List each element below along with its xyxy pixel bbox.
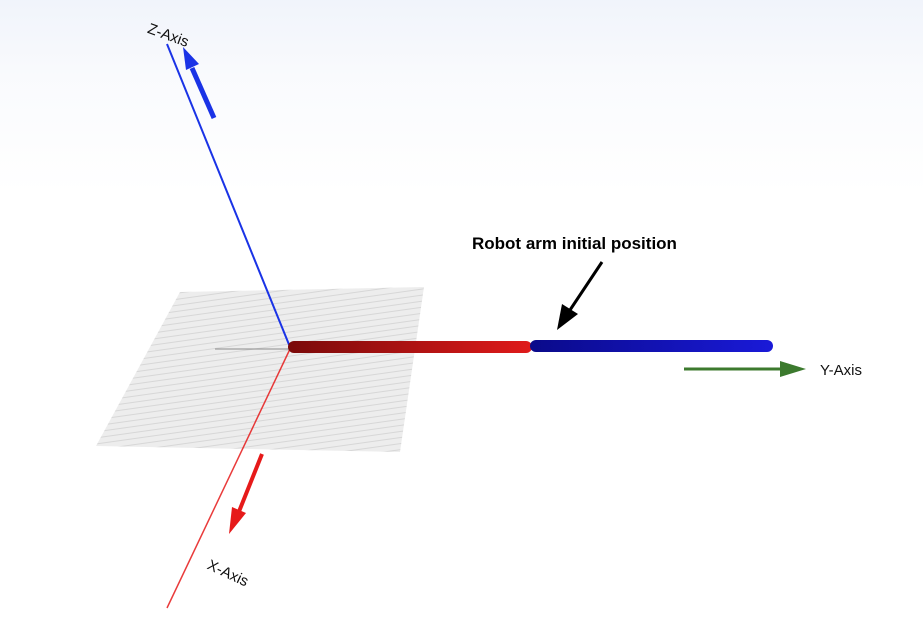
robot-arm[interactable] <box>288 340 773 353</box>
robot-arm-segment-blue[interactable] <box>530 340 773 352</box>
y-axis-arrow-icon <box>684 361 806 377</box>
y-axis-label: Y-Axis <box>820 362 862 379</box>
z-axis-line <box>166 43 291 348</box>
annotation-label: Robot arm initial position <box>472 234 677 253</box>
z-axis-arrow-icon <box>183 47 217 120</box>
annotation-arrow-icon <box>557 261 604 330</box>
x-axis-line <box>166 348 291 609</box>
base-plate <box>96 287 424 452</box>
x-axis-arrow-icon <box>229 453 264 534</box>
robot-arm-segment-red[interactable] <box>288 341 532 353</box>
